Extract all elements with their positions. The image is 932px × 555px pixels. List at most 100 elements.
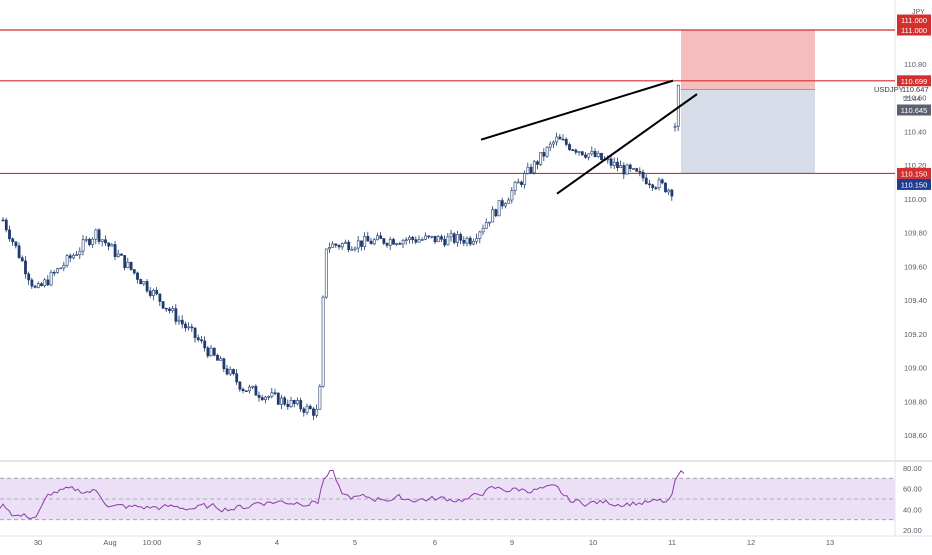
level-tag-110150: 110.150 (901, 169, 928, 178)
candle-body (548, 143, 552, 148)
candle-body (59, 267, 63, 270)
candle-body (456, 234, 459, 243)
time-tick-label: 6 (433, 538, 437, 547)
candle-body (164, 307, 168, 310)
candle-body (321, 296, 325, 387)
price-tick-label: 110.60 (904, 94, 926, 103)
candle-body (174, 308, 178, 322)
candle-body (334, 243, 338, 246)
candle-body (478, 231, 482, 239)
candle-body (104, 239, 107, 244)
symbol-label: USDJPY (874, 85, 904, 94)
candle-body (107, 242, 111, 247)
candle-body (251, 385, 255, 388)
candle-body (641, 171, 645, 179)
rsi-tick-label: 80.00 (903, 464, 922, 473)
candle-body (62, 264, 66, 269)
candle-body (376, 235, 379, 241)
candle-body (40, 283, 43, 286)
candle-body (507, 199, 511, 204)
candle-body (510, 190, 514, 201)
candle-body (616, 161, 619, 169)
candle-body (222, 358, 226, 370)
candle-body (129, 261, 133, 270)
time-tick-label: 5 (353, 538, 357, 547)
candle-body (369, 240, 373, 245)
candle-body (344, 241, 347, 244)
candle-body (564, 139, 568, 145)
candle-body (372, 239, 376, 245)
time-tick-label: 12 (747, 538, 755, 547)
candle-body (212, 347, 216, 356)
candle-body (340, 243, 344, 248)
candle-body (363, 236, 367, 247)
candle-body (216, 354, 219, 361)
candle-body (52, 271, 56, 274)
candle-body (612, 161, 616, 166)
rsi-tick-label: 20.00 (903, 526, 922, 535)
candle-body (11, 238, 15, 243)
candle-body (532, 161, 536, 174)
candle-body (257, 394, 261, 398)
candle-body (452, 233, 456, 243)
candle-body (158, 293, 162, 302)
candle-body (353, 247, 357, 250)
candle-body (430, 235, 434, 238)
candle-body (481, 227, 485, 233)
candle-body (276, 392, 280, 405)
candle-body (187, 326, 191, 329)
candle-body (136, 272, 139, 280)
stop-price-tag: 111.000 (901, 16, 927, 25)
candle-body (561, 138, 565, 141)
candle-body (267, 396, 271, 398)
candle-body (155, 289, 159, 295)
candle-body (56, 268, 59, 273)
candle-body (635, 168, 639, 172)
time-tick-label: 11 (668, 538, 676, 547)
candle-body (324, 248, 328, 298)
candle-body (664, 182, 667, 193)
candle-body (651, 184, 655, 189)
candle-body (513, 182, 517, 192)
candle-body (408, 236, 411, 241)
candle-body (593, 150, 597, 157)
candle-body (27, 273, 31, 281)
candle-body (644, 177, 648, 185)
candle-body (200, 339, 203, 342)
candle-body (600, 152, 603, 161)
candle-body (203, 340, 207, 349)
candle-body (379, 235, 383, 239)
candle-body (414, 239, 418, 243)
candle-body (542, 152, 546, 157)
candle-body (97, 229, 101, 242)
candle-body (472, 240, 475, 245)
candle-body (596, 152, 600, 157)
stop-zone (681, 30, 815, 90)
candle-body (587, 153, 591, 158)
candle-body (465, 237, 469, 244)
candle-body (209, 347, 213, 357)
candle-body (88, 238, 91, 245)
time-tick-label: 10 (589, 538, 597, 547)
candle-body (75, 254, 79, 257)
candle-body (139, 279, 143, 285)
level-tag-110150-bg (897, 167, 931, 179)
time-tick-label: 30 (34, 538, 42, 547)
candle-body (520, 181, 523, 185)
candle-body (654, 187, 658, 190)
candle-body (91, 238, 95, 245)
candle-body (331, 243, 335, 248)
candle-body (628, 164, 632, 169)
candle-body (81, 239, 85, 252)
time-tick-label: 4 (275, 538, 279, 547)
candle-body (433, 235, 437, 243)
candle-body (4, 219, 8, 231)
candle-body (142, 281, 146, 285)
candle-body (296, 400, 299, 405)
candle-body (462, 239, 466, 244)
candle-body (244, 390, 248, 392)
candle-body (424, 235, 427, 240)
candle-body (657, 179, 661, 189)
